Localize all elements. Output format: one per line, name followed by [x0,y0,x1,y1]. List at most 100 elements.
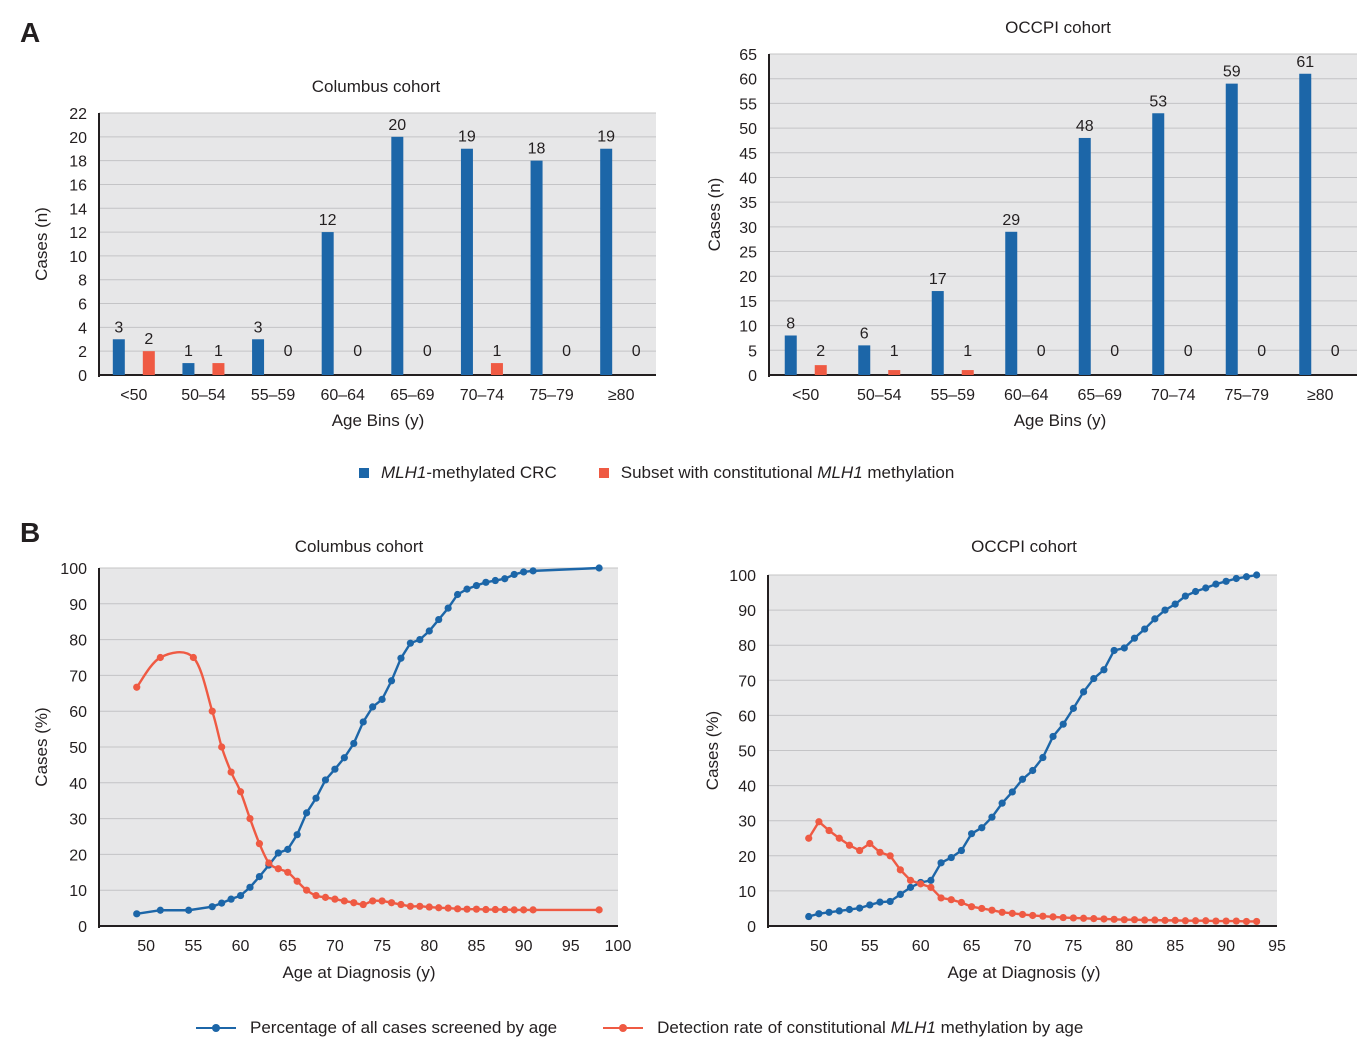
y-tick-label: 100 [729,568,756,585]
data-point-detection [293,877,301,885]
data-point-screened [957,846,966,855]
y-tick-label: 10 [738,884,756,901]
data-point-screened [444,604,452,612]
bar-mlh1-methylated-5 [391,136,404,375]
x-tick-label: 70 [1014,938,1032,955]
data-point-screened [886,897,894,906]
x-tick-label: 60–64 [320,387,365,404]
x-tick-label: 90 [515,938,533,955]
data-point-screened [1008,788,1016,796]
y-tick-label: 20 [69,130,87,147]
data-point-detection [416,902,424,910]
bar-mlh1-methylated-7 [1225,83,1238,375]
x-tick-label: 65 [963,938,981,955]
x-tick-label: 55 [184,938,202,955]
data-point-detection [425,903,433,911]
bar-value-label: 61 [1296,54,1314,71]
data-point-detection [435,904,443,912]
legend-label-detection-rate: Detection rate of constitutional MLH1 me… [657,1018,1084,1037]
data-point-screened [246,883,254,891]
data-point-detection [1110,915,1118,923]
bar-mlh1-methylated-1 [112,339,125,375]
y-tick-label: 30 [738,814,756,831]
x-axis-label: Age at Diagnosis (y) [947,963,1100,982]
y-axis-label: Cases (n) [705,178,724,252]
data-point-detection [896,866,904,874]
data-point-screened [988,813,996,821]
bar-value-label: 0 [1257,343,1266,360]
data-point-detection [156,653,164,662]
data-point-screened [1222,577,1230,585]
panel-label-a: A [20,17,41,48]
data-point-detection [312,891,320,900]
bar-value-label: 0 [1037,343,1046,360]
data-point-screened [595,564,603,572]
chart-3: 0 10 20 30 40 50 60 70 80 90 100 Columbus cohort Age… [32,537,631,982]
x-tick-label: ≥80 [1307,387,1334,404]
data-point-screened [227,895,235,903]
data-point-detection [815,818,823,826]
y-tick-label: 45 [739,146,757,163]
y-tick-label: 18 [69,154,87,171]
x-tick-label: 75–79 [529,387,574,404]
data-point-detection [947,896,955,904]
y-tick-label: 100 [60,561,87,578]
bar-value-label: 0 [423,343,432,360]
x-tick-label: 55–59 [251,387,296,404]
data-point-detection [274,865,282,873]
y-tick-label: 8 [78,273,87,290]
x-tick-label: 65 [279,938,297,955]
x-tick-label: 50 [137,938,155,955]
x-tick-label: ≥80 [608,387,635,404]
bar-value-label: 0 [1331,343,1340,360]
bar-subset-2 [888,370,901,375]
y-tick-label: 10 [69,249,87,266]
data-point-screened [463,585,471,593]
data-point-detection [491,905,499,914]
y-tick-label: 60 [738,708,756,725]
x-axis-label: Age Bins (y) [332,411,425,430]
bar-value-label: 1 [890,343,899,360]
chart-title: OCCPI cohort [1005,18,1111,37]
data-point-screened [1161,606,1169,614]
data-point-screened [1049,732,1057,741]
y-tick-label: 15 [739,294,757,311]
data-point-detection [595,906,603,914]
data-point-screened [1059,720,1067,728]
data-point-detection [1029,911,1037,920]
data-point-screened [1181,592,1189,600]
data-point-detection [1059,913,1067,922]
x-tick-label: 70–74 [460,387,505,404]
bar-value-label: 19 [597,129,615,146]
legend-panel-a: MLH1-methylated CRC Subset with constitu… [359,463,954,483]
x-tick-label: 50–54 [857,387,902,404]
data-point-detection [378,897,386,905]
data-point-detection [1242,917,1251,926]
data-point-detection [917,880,925,888]
bar-mlh1-methylated-6 [460,148,473,375]
data-point-detection [876,848,884,856]
data-point-screened [510,570,518,579]
data-point-detection [406,902,414,910]
x-tick-label: 85 [1166,938,1184,955]
data-point-screened [453,590,462,599]
x-tick-label: 60–64 [1004,387,1049,404]
y-tick-label: 0 [748,368,757,385]
data-point-detection [369,897,377,905]
y-tick-label: 60 [739,72,757,89]
legend-label-constitutional-subset: Subset with constitutional MLH1 methylat… [620,463,955,482]
data-point-screened [1090,674,1098,683]
data-point-screened [274,849,282,857]
legend-swatch-detection-rate [603,1023,644,1033]
bar-value-label: 0 [284,343,293,360]
y-tick-label: 60 [69,704,87,721]
x-tick-label: 85 [468,938,486,955]
data-point-screened [866,901,874,909]
data-point-detection [1222,917,1230,925]
x-tick-label: 50 [810,938,828,955]
data-point-detection [133,683,141,691]
data-point-screened [1079,688,1088,696]
data-point-screened [805,912,813,921]
data-point-screened [876,898,884,906]
